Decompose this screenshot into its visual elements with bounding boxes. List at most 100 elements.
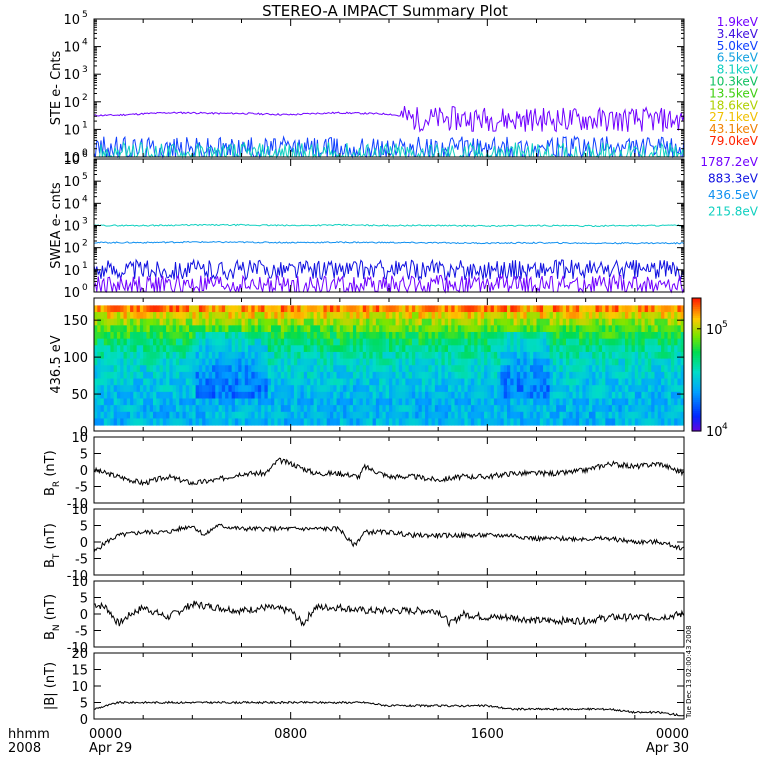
pad-cell [162,305,167,313]
pad-cell [546,385,551,393]
pad-cell [323,312,328,320]
pad-cell [153,345,157,353]
pad-cell [398,398,403,406]
pad-cell [444,398,449,406]
pad-cell [97,371,102,380]
pad-cell [303,345,308,353]
pad-cell [572,318,577,326]
pad-cell [339,391,344,399]
pad-cell [559,405,564,413]
pad-cell [480,418,485,426]
pad-cell [323,371,328,380]
pad-cell [366,405,370,413]
pad-cell [303,405,308,413]
pad-cell [470,378,475,386]
pad-cell [418,318,423,326]
pad-cell [248,345,252,353]
pad-cell [264,411,269,419]
pad-cell [254,358,259,366]
pad-cell [500,411,505,419]
pad-cell [680,378,685,386]
pad-cell [369,391,374,399]
pad-cell [444,312,449,320]
pad-cell [290,345,295,353]
pad-cell [307,312,311,320]
pad-cell [310,405,315,413]
pad-cell [405,312,410,320]
pad-cell [100,385,105,393]
pad-cell [428,371,433,380]
pad-cell [159,351,164,360]
pad-cell [316,351,321,360]
pad-cell [608,391,613,399]
pad-cell [569,358,574,366]
pad-cell [212,378,216,386]
pad-cell [408,411,413,419]
pad-cell [654,331,659,340]
pad-cell [487,418,492,426]
pad-cell [267,378,272,386]
pad-cell [284,371,288,380]
pad-cell [680,318,685,326]
pad-cell [234,405,239,413]
pad-cell [533,305,537,313]
pad-cell [310,398,315,406]
pad-cell [343,338,347,346]
pad-cell [313,305,318,313]
pad-cell [680,331,685,340]
pad-cell [434,305,439,313]
pad-cell [503,391,508,399]
pad-cell [598,338,603,346]
pad-cell [379,418,383,426]
pad-cell [280,345,285,353]
pad-cell [182,318,187,326]
pad-cell [503,411,508,419]
pad-cell [261,385,265,393]
pad-cell [261,318,265,326]
pad-cell [218,351,223,360]
pad-cell [474,385,478,393]
pad-cell [448,391,452,399]
pad-cell [212,418,216,426]
pad-cell [297,351,301,360]
pad-cell [228,418,233,426]
pad-cell [156,385,161,393]
pad-cell [94,378,98,386]
pad-cell [182,411,187,419]
pad-cell [218,365,223,373]
pad-cell [661,405,665,413]
pad-cell [428,358,433,366]
pad-cell [454,418,459,426]
pad-cell [385,331,390,340]
pad-cell [225,318,229,326]
pad-cell [523,378,528,386]
pad-cell [300,418,305,426]
pad-cell [238,385,242,393]
pad-cell [297,418,301,426]
pad-cell [598,418,603,426]
pad-cell [598,305,603,313]
pad-cell [307,338,311,346]
pad-cell [566,378,570,386]
pad-cell [225,398,229,406]
pad-cell [641,358,646,366]
pad-cell [546,365,551,373]
pad-cell [556,391,560,399]
pad-cell [198,371,203,380]
pad-cell [280,405,285,413]
pad-cell [572,365,577,373]
pad-cell [566,365,570,373]
pad-cell [680,351,685,360]
pad-cell [192,418,197,426]
pad-cell [182,351,187,360]
pad-cell [172,371,177,380]
pad-cell [307,411,311,419]
pad-cell [385,345,390,353]
pad-cell [310,312,315,320]
pad-cell [628,331,633,340]
pad-cell [110,318,115,326]
pad-cell [189,365,193,373]
pad-cell [382,338,387,346]
pad-cell [556,325,560,333]
pad-cell [677,338,682,346]
